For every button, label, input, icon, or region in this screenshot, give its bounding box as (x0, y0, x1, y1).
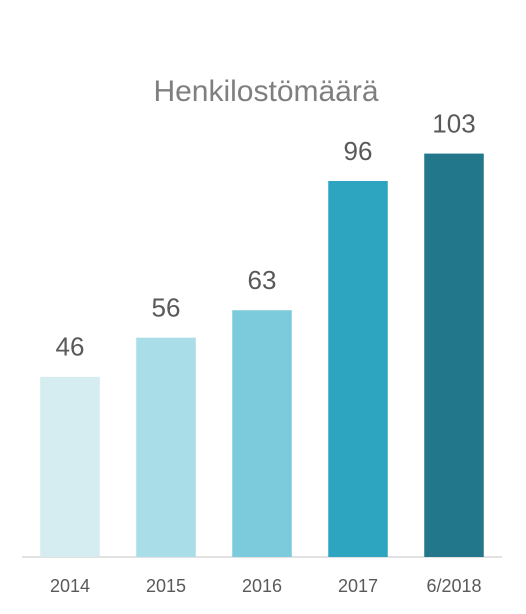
value-label: 46 (56, 332, 85, 362)
bar (424, 153, 484, 558)
x-tick-label: 2017 (338, 576, 378, 596)
bar (328, 181, 388, 557)
value-label: 103 (432, 108, 475, 138)
x-tick-label: 2016 (242, 576, 282, 596)
chart-title: Henkilostömäärä (153, 75, 378, 108)
bar (136, 337, 196, 557)
value-label: 56 (152, 293, 181, 323)
bar (232, 310, 292, 557)
x-tick-label: 2014 (50, 576, 90, 596)
value-label: 96 (344, 136, 373, 166)
value-label: 63 (248, 265, 277, 295)
bar (40, 376, 100, 557)
x-tick-label: 6/2018 (426, 576, 481, 596)
x-tick-label: 2015 (146, 576, 186, 596)
